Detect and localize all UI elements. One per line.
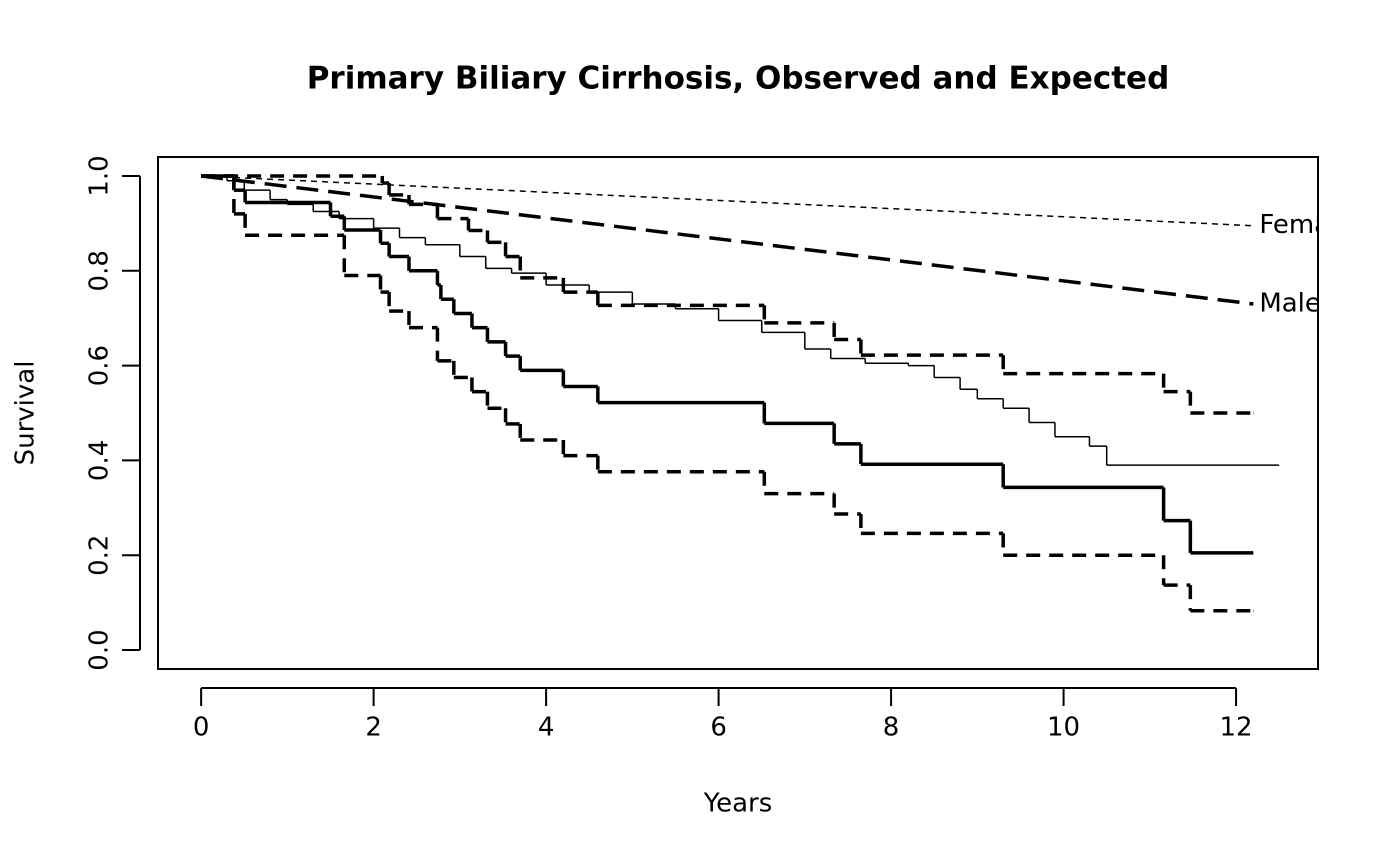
series-label: Male bbox=[1259, 288, 1321, 318]
x-tick-label: 2 bbox=[365, 713, 382, 743]
x-tick-label: 10 bbox=[1047, 713, 1080, 743]
y-tick-label: 0.6 bbox=[85, 345, 115, 386]
y-tick-label: 0.4 bbox=[85, 440, 115, 481]
y-tick-label: 0.0 bbox=[85, 629, 115, 670]
x-tick-label: 6 bbox=[710, 713, 727, 743]
series-label: Female bbox=[1259, 210, 1353, 240]
x-tick-label: 12 bbox=[1220, 713, 1253, 743]
plot-frame bbox=[157, 156, 1319, 670]
y-tick-label: 0.2 bbox=[85, 535, 115, 576]
x-tick-label: 8 bbox=[883, 713, 900, 743]
y-tick-label: 0.8 bbox=[85, 250, 115, 291]
x-tick-label: 4 bbox=[538, 713, 555, 743]
chart-title: Primary Biliary Cirrhosis, Observed and … bbox=[307, 61, 1170, 97]
plot-area: Female Male bbox=[200, 174, 1353, 613]
expected-line bbox=[200, 174, 1254, 306]
y-axis-label: Survival bbox=[11, 361, 41, 466]
y-tick-label: 1.0 bbox=[85, 155, 115, 196]
x-axis-label: Years bbox=[703, 789, 773, 819]
x-tick-label: 0 bbox=[193, 713, 210, 743]
